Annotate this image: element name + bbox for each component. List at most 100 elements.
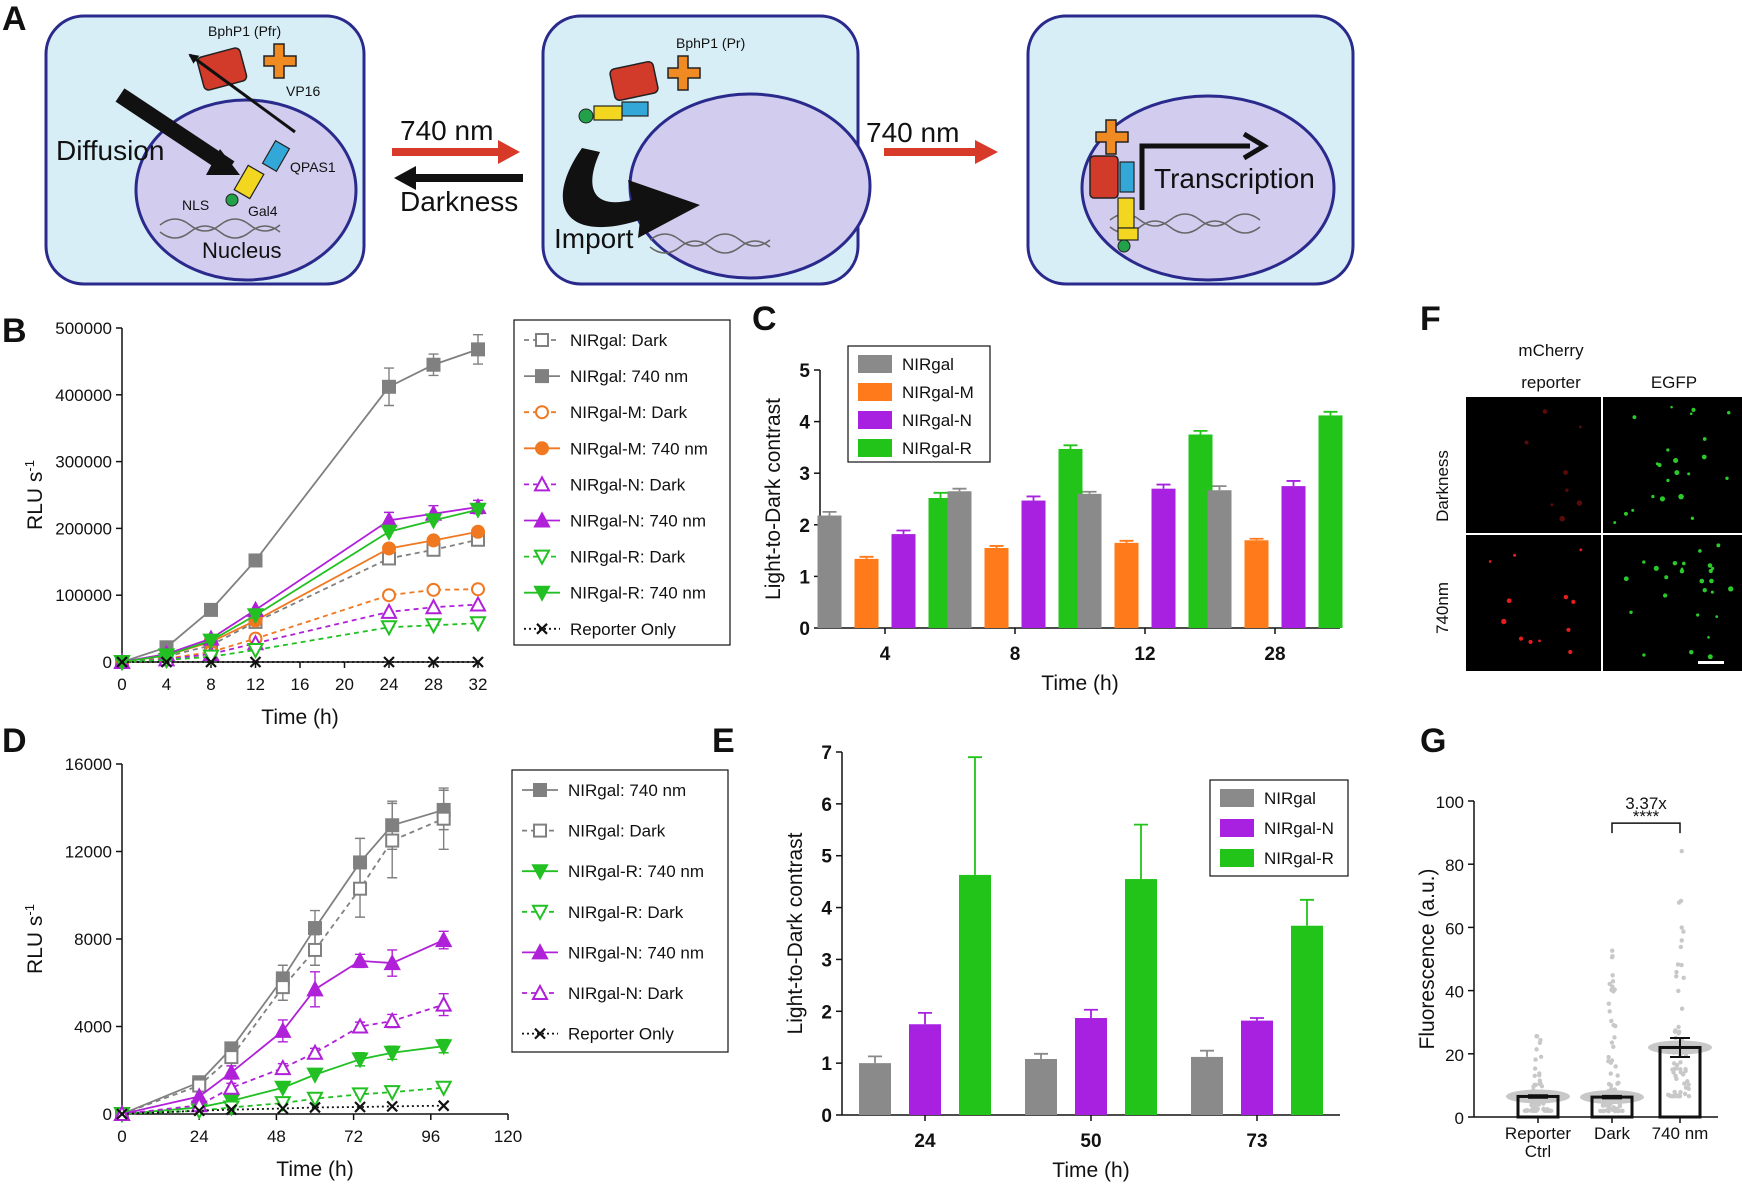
data-point bbox=[434, 930, 453, 948]
cell-point bbox=[1676, 988, 1681, 994]
cell-point bbox=[1686, 1093, 1692, 1099]
fluorescent-cell bbox=[1488, 560, 1492, 563]
x-tick-label: 73 bbox=[1246, 1131, 1267, 1152]
cell-point bbox=[1603, 1103, 1608, 1108]
fluorescent-cell bbox=[1632, 415, 1637, 420]
data-point bbox=[157, 648, 176, 665]
cell-point bbox=[1538, 1054, 1544, 1059]
cell-point bbox=[1532, 1066, 1538, 1071]
cell-point bbox=[1679, 925, 1684, 930]
chart-g: 0 20 40 60 80 100 Fluorescence (a.u.) ReporterC… bbox=[1416, 793, 1718, 1161]
error-bar bbox=[1212, 485, 1227, 491]
data-point bbox=[308, 921, 322, 936]
legend-marker bbox=[531, 943, 549, 960]
x-axis-label: Time (h) bbox=[276, 1158, 353, 1181]
cell-point bbox=[1601, 1108, 1607, 1114]
cell-point bbox=[1676, 1024, 1681, 1030]
data-point bbox=[277, 1102, 289, 1115]
y-axis-label-sup: -1 bbox=[22, 904, 37, 916]
cell-point bbox=[1678, 898, 1684, 904]
error-bar bbox=[868, 1055, 882, 1064]
legend-entry: NIRgal-R: 740 nm bbox=[570, 584, 706, 603]
significance-label: **** bbox=[1633, 807, 1660, 826]
data-point bbox=[351, 1087, 369, 1104]
import-label: Import bbox=[554, 223, 634, 254]
cell-point bbox=[1533, 1082, 1538, 1088]
cell-point bbox=[1539, 1084, 1545, 1089]
data-point bbox=[306, 1043, 324, 1060]
cell-point bbox=[1606, 1108, 1611, 1114]
nucleus-3 bbox=[1080, 94, 1336, 282]
chart-d: 0 4000 8000 12000 16000 0 24 48 72 96 120 Time (h) R… bbox=[22, 755, 729, 1181]
fluorescent-cell bbox=[1716, 543, 1721, 548]
bar bbox=[817, 515, 842, 628]
fluorescent-cell bbox=[1629, 610, 1633, 615]
fluorescent-cell bbox=[1689, 412, 1693, 415]
y-tick-label: 5 bbox=[821, 847, 832, 868]
fold-change-label: 3.37x bbox=[1625, 794, 1667, 813]
x-tick-label: 8 bbox=[1010, 644, 1021, 665]
legend-marker bbox=[534, 1027, 546, 1040]
cell-point bbox=[1610, 979, 1616, 984]
bar bbox=[1291, 925, 1323, 1115]
data-point bbox=[426, 357, 441, 372]
cell-point bbox=[1668, 1093, 1673, 1099]
cell-point bbox=[1670, 1067, 1675, 1072]
legend-entry: NIRgal-N: 740 nm bbox=[570, 512, 706, 531]
series-line bbox=[121, 348, 479, 663]
y-tick-label: 300000 bbox=[55, 453, 112, 472]
cell-point bbox=[1549, 1108, 1554, 1113]
data-point bbox=[424, 513, 443, 530]
cell-point bbox=[1679, 848, 1684, 854]
fluorescent-cell bbox=[1642, 653, 1646, 657]
fluorescent-cell bbox=[1651, 494, 1655, 499]
error-bar bbox=[1134, 823, 1148, 880]
col-label-mcherry-1: mCherry bbox=[1518, 341, 1584, 360]
data-point bbox=[222, 1078, 241, 1095]
fluorescent-cell bbox=[1579, 548, 1583, 552]
x-tick-label: 24 bbox=[914, 1131, 936, 1152]
cell-point bbox=[1534, 1047, 1539, 1052]
data-point bbox=[434, 1039, 453, 1056]
cell-point bbox=[1533, 1057, 1538, 1062]
data-point bbox=[160, 656, 173, 668]
fluorescent-cell bbox=[1698, 549, 1702, 553]
fluorescent-cell bbox=[1691, 407, 1696, 412]
bar bbox=[1207, 490, 1232, 628]
cell-point bbox=[1683, 1085, 1689, 1090]
x-tick-label: 740 nm bbox=[1652, 1124, 1709, 1143]
gal4-icon bbox=[233, 164, 265, 200]
y-tick-label: 80 bbox=[1445, 856, 1464, 875]
fluorescent-cell bbox=[1623, 511, 1628, 516]
legend-marker bbox=[533, 511, 551, 528]
cell-point bbox=[1678, 1089, 1683, 1095]
fluorescent-cell bbox=[1687, 472, 1691, 476]
panel-a-diagram: A BphP1 (Pfr) VP16 Diffusion QPAS1 NLS G… bbox=[2, 0, 1355, 286]
data-point bbox=[434, 995, 453, 1012]
fluorescent-cell bbox=[1727, 410, 1731, 415]
data-point bbox=[351, 1017, 369, 1034]
cell-distribution bbox=[1506, 1034, 1570, 1114]
dna-1 bbox=[159, 218, 281, 232]
cell-point bbox=[1607, 981, 1612, 987]
legend: NIRgal NIRgal-M NIRgal-N NIRgal-R bbox=[847, 345, 991, 463]
legend-swatch bbox=[1220, 849, 1254, 867]
data-point bbox=[383, 1011, 401, 1029]
data-point bbox=[424, 618, 443, 635]
error-bar bbox=[1323, 410, 1338, 416]
data-point bbox=[249, 656, 262, 668]
fluorescent-cell bbox=[1666, 448, 1670, 452]
legend-entry: NIRgal-R bbox=[902, 439, 972, 458]
x-tick-label: 20 bbox=[335, 675, 354, 694]
y-tick-label: 500000 bbox=[55, 319, 112, 338]
y-axis-label: RLU s-1 bbox=[22, 904, 47, 974]
x-tick-label: 32 bbox=[469, 675, 488, 694]
cell-point bbox=[1537, 1040, 1543, 1045]
fluorescent-cell bbox=[1696, 613, 1700, 617]
error-bar bbox=[1063, 444, 1078, 449]
data-point bbox=[380, 524, 398, 541]
y-tick-label: 20 bbox=[1445, 1046, 1464, 1065]
fluorescent-cell bbox=[1501, 618, 1507, 625]
row-label-darkness: Darkness bbox=[1433, 450, 1452, 522]
